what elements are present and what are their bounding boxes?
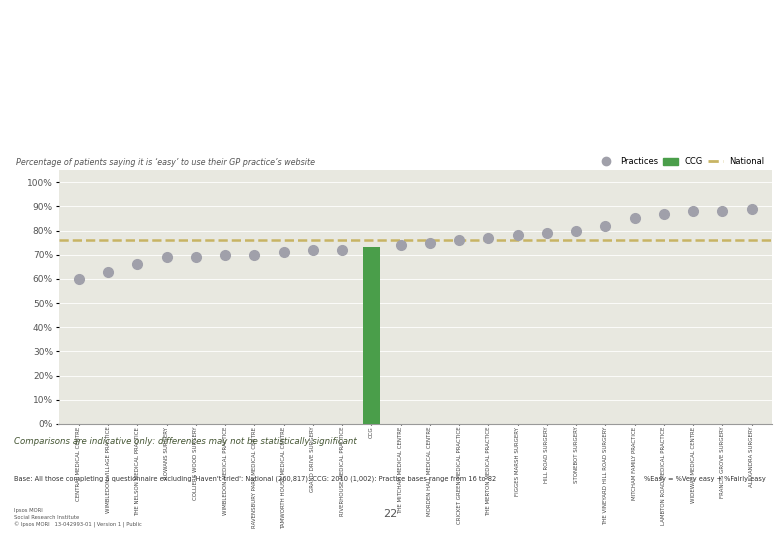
Text: 22: 22 xyxy=(383,509,397,519)
Text: Q6. How easy is it to use your GP practice’s website to look for information or : Q6. How easy is it to use your GP practi… xyxy=(14,133,597,143)
Legend: Practices, CCG, National: Practices, CCG, National xyxy=(595,154,768,170)
Bar xyxy=(363,247,380,424)
Text: %Easy = %Very easy + %Fairly easy: %Easy = %Very easy + %Fairly easy xyxy=(644,476,766,482)
Text: Percentage of patients saying it is ‘easy’ to use their GP practice’s website: Percentage of patients saying it is ‘eas… xyxy=(16,158,314,167)
Text: Base: All those completing a questionnaire excluding 'Haven't tried': National (: Base: All those completing a questionnai… xyxy=(14,475,496,482)
Text: Comparisons are indicative only: differences may not be statistically significan: Comparisons are indicative only: differe… xyxy=(14,437,356,446)
Text: how the CCG’s practices compare: how the CCG’s practices compare xyxy=(14,75,383,94)
Text: Ipsos MORI
Social Research Institute
© Ipsos MORI   13-042993-01 | Version 1 | P: Ipsos MORI Social Research Institute © I… xyxy=(14,508,142,528)
Text: Ease of use of online services:: Ease of use of online services: xyxy=(14,26,348,46)
